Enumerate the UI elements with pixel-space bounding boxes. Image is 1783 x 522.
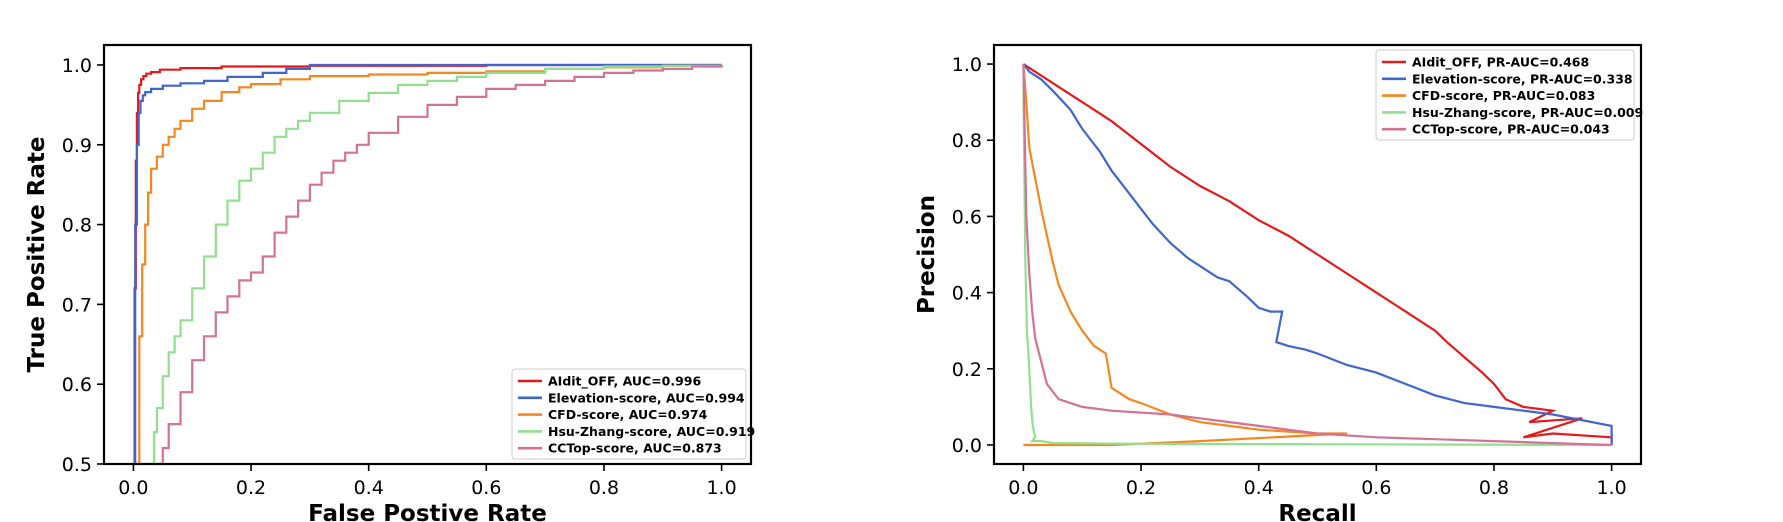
x-tick-label: 0.6 — [471, 477, 501, 499]
legend-entry-label: CCTop-score, PR-AUC=0.043 — [1412, 122, 1610, 137]
legend-entry-label: AIdit_OFF, AUC=0.996 — [548, 374, 702, 390]
x-tick-label: 0.0 — [118, 477, 148, 499]
y-tick-label: 0.0 — [952, 435, 982, 457]
y-tick-label: 1.0 — [952, 54, 982, 76]
x-tick-label: 0.8 — [589, 477, 619, 499]
legend-entry-label: Elevation-score, PR-AUC=0.338 — [1412, 71, 1633, 86]
legend-entry-label: AIdit_OFF, PR-AUC=0.468 — [1412, 55, 1589, 71]
legend-entry-label: CFD-score, PR-AUC=0.083 — [1412, 88, 1595, 103]
series-line-4 — [1022, 83, 1612, 447]
x-tick-label: 0.4 — [1244, 477, 1274, 499]
y-tick-label: 0.6 — [62, 374, 92, 396]
legend-entry-label: Elevation-score, AUC=0.994 — [548, 390, 745, 405]
x-tick-label: 0.6 — [1361, 477, 1391, 499]
x-tick-label: 0.2 — [236, 477, 266, 499]
x-axis-label: Recall — [1278, 501, 1356, 522]
series-line-3 — [133, 64, 723, 464]
y-tick-label: 0.6 — [952, 206, 982, 228]
chart-panel-1: 0.0 0.2 0.4 0.6 0.8 1.0 0.5 0.6 0.7 0.8 0.9 1.0 Fals… — [24, 43, 755, 522]
x-tick-label: 0.8 — [1479, 477, 1509, 499]
series-line-2 — [1022, 63, 1613, 445]
plot-frame — [102, 43, 753, 466]
legend-entry-label: CCTop-score, AUC=0.873 — [548, 441, 722, 456]
x-tick-label: 0.0 — [1008, 477, 1038, 499]
y-tick-label: 1.0 — [62, 55, 92, 77]
legend: AIdit_OFF, PR-AUC=0.468Elevation-score, … — [1375, 49, 1643, 141]
x-tick-label: 0.4 — [354, 477, 384, 499]
x-tick-label: 1.0 — [706, 477, 736, 499]
series-line-1 — [1022, 63, 1613, 445]
series-line-2 — [133, 63, 722, 464]
y-tick-label: 0.7 — [62, 294, 92, 316]
series-line-5 — [1022, 63, 1612, 447]
y-axis-label: True Positive Rate — [24, 136, 50, 372]
legend-entry-label: Hsu-Zhang-score, AUC=0.919 — [548, 424, 755, 439]
y-axis-label: Precision — [914, 195, 940, 314]
x-tick-label: 0.2 — [1126, 477, 1156, 499]
y-tick-label: 0.9 — [62, 135, 92, 157]
series-line-5 — [156, 65, 723, 464]
series-line-4 — [151, 64, 723, 464]
legend-box — [511, 368, 747, 460]
legend-box — [1375, 49, 1635, 141]
y-tick-label: 0.8 — [952, 130, 982, 152]
x-tick-label: 1.0 — [1596, 477, 1626, 499]
chart-panel-2: 0.0 0.2 0.4 0.6 0.8 1.0 0.0 0.2 0.4 0.6 0.8 1.0 Reca… — [914, 43, 1643, 522]
legend-entry-label: Hsu-Zhang-score, PR-AUC=0.009 — [1412, 105, 1643, 120]
legend-entry-label: CFD-score, AUC=0.974 — [548, 407, 708, 422]
y-tick-label: 0.2 — [952, 359, 982, 381]
y-tick-label: 0.8 — [62, 215, 92, 237]
x-axis-label: False Postive Rate — [308, 501, 547, 522]
y-tick-label: 0.5 — [62, 454, 92, 476]
series-group — [1022, 63, 1613, 447]
series-group — [133, 63, 723, 464]
y-tick-label: 0.4 — [952, 283, 982, 305]
plot-frame — [992, 43, 1643, 466]
